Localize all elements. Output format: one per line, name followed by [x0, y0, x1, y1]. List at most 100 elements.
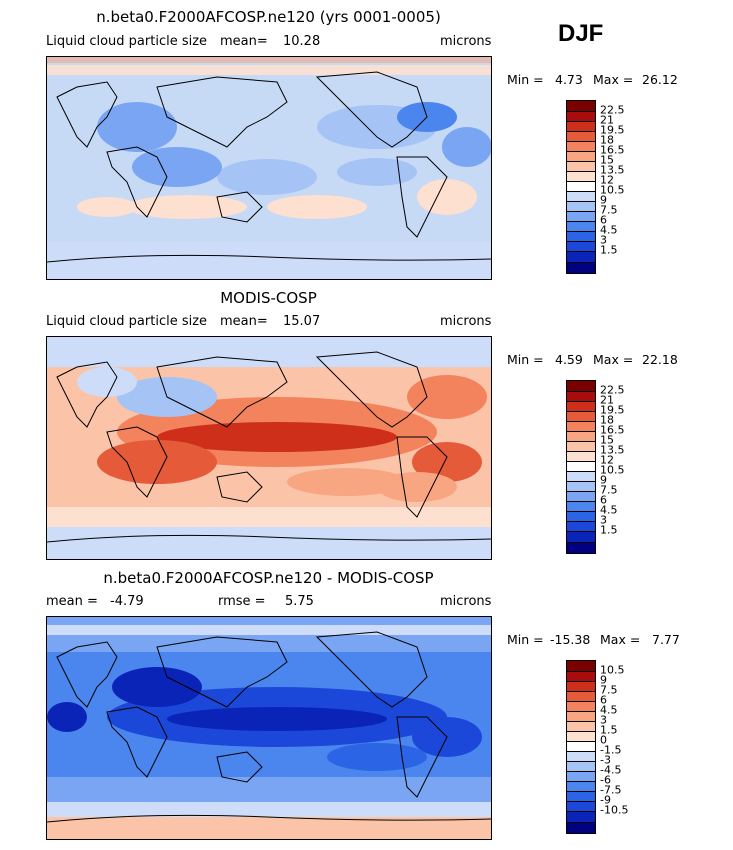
panel1-colorbar [566, 100, 596, 274]
panel2-units: microns [440, 314, 492, 329]
panel2-colorbar-swatch [567, 381, 595, 391]
panel3-colorbar-swatch [567, 801, 595, 811]
panel1-colorbar-label: 1.5 [600, 243, 618, 257]
panel2-colorbar-swatch [567, 521, 595, 531]
panel1-colorbar-swatch [567, 251, 595, 262]
panel3-rmse-value: 5.75 [285, 594, 314, 609]
panel2-colorbar-label: 13.5 [600, 443, 625, 457]
panel3-colorbar-label: -4.5 [600, 763, 622, 777]
panel2-colorbar-swatch [567, 531, 595, 542]
panel3-colorbar-label: 0 [600, 733, 607, 747]
panel2-colorbar-label: 18 [600, 413, 614, 427]
panel3-colorbar-label: 9 [600, 673, 607, 687]
panel3-colorbar-label: 4.5 [600, 703, 618, 717]
panel3-colorbar-label: -6 [600, 773, 611, 787]
panel2-max-value: 22.18 [642, 352, 678, 367]
panel1-colorbar-label: 19.5 [600, 123, 625, 137]
panel1-units: microns [440, 34, 492, 49]
panel2-map [46, 336, 492, 560]
panel3-colorbar-swatch [567, 691, 595, 701]
panel3-min-value: -15.38 [550, 632, 591, 647]
panel3-colorbar-label: -3 [600, 753, 611, 767]
panel2-colorbar-swatch [567, 461, 595, 471]
panel3-colorbar [566, 660, 596, 834]
panel2-map-field [47, 337, 491, 559]
panel3-colorbar-label: -1.5 [600, 743, 622, 757]
panel2-min-label: Min = [507, 352, 544, 367]
panel2-mean-label: mean= [220, 314, 268, 329]
panel2-colorbar-swatch [567, 441, 595, 451]
panel1-colorbar-swatch [567, 221, 595, 231]
panel1-colorbar-swatch [567, 201, 595, 211]
panel1-colorbar-swatch [567, 161, 595, 171]
panel2-colorbar-swatch [567, 511, 595, 521]
panel1-colorbar-swatch [567, 171, 595, 181]
panel1-colorbar-label: 13.5 [600, 163, 625, 177]
panel2-colorbar-label: 22.5 [600, 383, 625, 397]
panel1-map [46, 56, 492, 280]
panel3-colorbar-swatch [567, 731, 595, 741]
panel3-colorbar-swatch [567, 781, 595, 791]
panel3-colorbar-swatch [567, 771, 595, 781]
panel2-colorbar-swatch [567, 391, 595, 401]
panel1-map-field [47, 57, 491, 279]
panel1-colorbar-swatch [567, 241, 595, 251]
panel1-colorbar-label: 12 [600, 173, 614, 187]
panel3-colorbar-swatch [567, 791, 595, 801]
panel1-max-value: 26.12 [642, 72, 678, 87]
panel1-colorbar-swatch [567, 191, 595, 201]
panel2-colorbar-swatch [567, 411, 595, 421]
panel1-colorbar-swatch [567, 262, 595, 273]
panel3-colorbar-label: 1.5 [600, 723, 618, 737]
panel2-colorbar-label: 6 [600, 493, 607, 507]
panel2-colorbar-swatch [567, 481, 595, 491]
panel3-colorbar-label: 3 [600, 713, 607, 727]
panel1-colorbar-swatch [567, 211, 595, 221]
panel1-colorbar-label: 21 [600, 113, 614, 127]
panel1-colorbar-label: 3 [600, 233, 607, 247]
panel3-colorbar-swatch [567, 711, 595, 721]
panel1-colorbar-swatch [567, 151, 595, 161]
panel1-title: n.beta0.F2000AFCOSP.ne120 (yrs 0001-0005… [96, 8, 441, 26]
panel3-colorbar-swatch [567, 701, 595, 711]
panel3-min-label: Min = [507, 632, 544, 647]
panel2-colorbar-swatch [567, 451, 595, 461]
panel3-colorbar-labels: 10.5 9 7.5 6 4.5 3 1.5 0 -1.5 -3 -4.5 -6… [600, 660, 640, 832]
panel2-colorbar-label: 3 [600, 513, 607, 527]
panel1-max-label: Max = [593, 72, 634, 87]
panel2-colorbar-label: 15 [600, 433, 614, 447]
panel2-colorbar [566, 380, 596, 554]
panel1-colorbar-swatch [567, 181, 595, 191]
panel1-min-label: Min = [507, 72, 544, 87]
panel3-colorbar-swatch [567, 741, 595, 751]
panel1-variable-label: Liquid cloud particle size [46, 34, 208, 49]
panel3-colorbar-label: -7.5 [600, 783, 622, 797]
panel1-colorbar-label: 22.5 [600, 103, 625, 117]
panel2-colorbar-label: 9 [600, 473, 607, 487]
panel2-variable-label: Liquid cloud particle size [46, 314, 208, 329]
panel3-colorbar-swatch [567, 751, 595, 761]
panel1-colorbar-label: 4.5 [600, 223, 618, 237]
panel2-colorbar-swatch [567, 421, 595, 431]
panel1-colorbar-label: 18 [600, 133, 614, 147]
panel1-colorbar-swatch [567, 141, 595, 151]
panel1-colorbar-swatch [567, 101, 595, 111]
panel2-mean-value: 15.07 [283, 314, 321, 329]
panel1-min-value: 4.73 [555, 72, 583, 87]
panel3-colorbar-swatch [567, 811, 595, 822]
panel3-max-label: Max = [600, 632, 641, 647]
panel2-colorbar-labels: 22.5 21 19.5 18 16.5 15 13.5 12 10.5 9 7… [600, 380, 640, 552]
panel1-colorbar-swatch [567, 231, 595, 241]
panel3-map-field [47, 617, 491, 839]
panel3-colorbar-label: 7.5 [600, 683, 618, 697]
panel3-colorbar-label: 6 [600, 693, 607, 707]
panel2-colorbar-swatch [567, 491, 595, 501]
panel3-max-value: 7.77 [652, 632, 680, 647]
panel3-colorbar-label: 10.5 [600, 663, 625, 677]
panel1-colorbar-label: 9 [600, 193, 607, 207]
panel1-colorbar-swatch [567, 121, 595, 131]
panel2-min-value: 4.59 [555, 352, 583, 367]
panel2-colorbar-label: 1.5 [600, 523, 618, 537]
panel2-colorbar-label: 4.5 [600, 503, 618, 517]
panel3-units: microns [440, 594, 492, 609]
